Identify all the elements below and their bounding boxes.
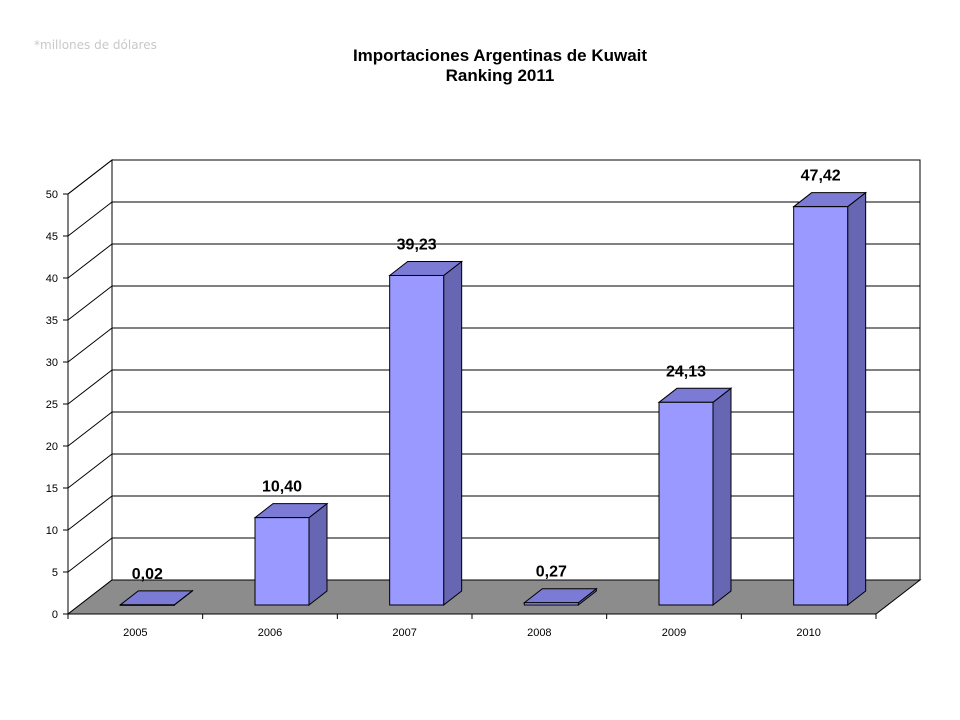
y-tick-label: 10 bbox=[46, 525, 58, 537]
x-tick-label: 2005 bbox=[123, 627, 147, 639]
x-tick-label: 2008 bbox=[527, 627, 551, 639]
bar bbox=[119, 604, 175, 606]
bar bbox=[793, 206, 849, 606]
data-label: 10,40 bbox=[262, 479, 302, 496]
chart-title-line2: Ranking 2011 bbox=[445, 66, 555, 85]
bar-side bbox=[712, 387, 732, 607]
gridline-side bbox=[67, 327, 113, 363]
data-label: 39,23 bbox=[397, 236, 437, 253]
gridline-side bbox=[67, 201, 113, 237]
gridline-side bbox=[67, 537, 113, 573]
y-tick-label: 50 bbox=[46, 189, 58, 201]
y-tick-label: 20 bbox=[46, 441, 58, 453]
data-label: 47,42 bbox=[801, 168, 841, 185]
gridline-side bbox=[67, 243, 113, 279]
bar bbox=[523, 602, 579, 606]
gridline-side bbox=[67, 369, 113, 405]
gridline-side bbox=[67, 411, 113, 447]
data-label: 0,27 bbox=[536, 564, 567, 581]
y-tick-label: 0 bbox=[52, 609, 58, 621]
y-tick-label: 45 bbox=[46, 231, 58, 243]
x-tick-label: 2006 bbox=[258, 627, 282, 639]
bar bbox=[389, 274, 445, 606]
gridline-side bbox=[67, 495, 113, 531]
y-tick-label: 15 bbox=[46, 483, 58, 495]
y-tick-label: 25 bbox=[46, 399, 58, 411]
y-tick-label: 40 bbox=[46, 273, 58, 285]
gridline-side bbox=[67, 453, 113, 489]
data-label: 24,13 bbox=[666, 363, 706, 380]
gridline-side bbox=[67, 159, 113, 195]
chart-title-line1: Importaciones Argentinas de Kuwait bbox=[352, 46, 648, 65]
bar bbox=[658, 401, 714, 606]
bar-side bbox=[847, 191, 867, 607]
data-label: 0,02 bbox=[132, 566, 163, 583]
x-tick-label: 2009 bbox=[662, 627, 686, 639]
floor bbox=[66, 579, 922, 615]
x-tick-label: 2010 bbox=[796, 627, 820, 639]
chart-title: Importaciones Argentinas de Kuwait Ranki… bbox=[0, 46, 960, 86]
bar bbox=[254, 517, 310, 606]
bar-side bbox=[308, 502, 328, 607]
unit-note: *millones de dólares bbox=[34, 38, 157, 52]
y-tick-label: 5 bbox=[52, 567, 58, 579]
gridline-side bbox=[67, 285, 113, 321]
x-tick-label: 2007 bbox=[392, 627, 416, 639]
bar-side bbox=[443, 260, 463, 607]
y-tick-label: 35 bbox=[46, 315, 58, 327]
y-tick-label: 30 bbox=[46, 357, 58, 369]
